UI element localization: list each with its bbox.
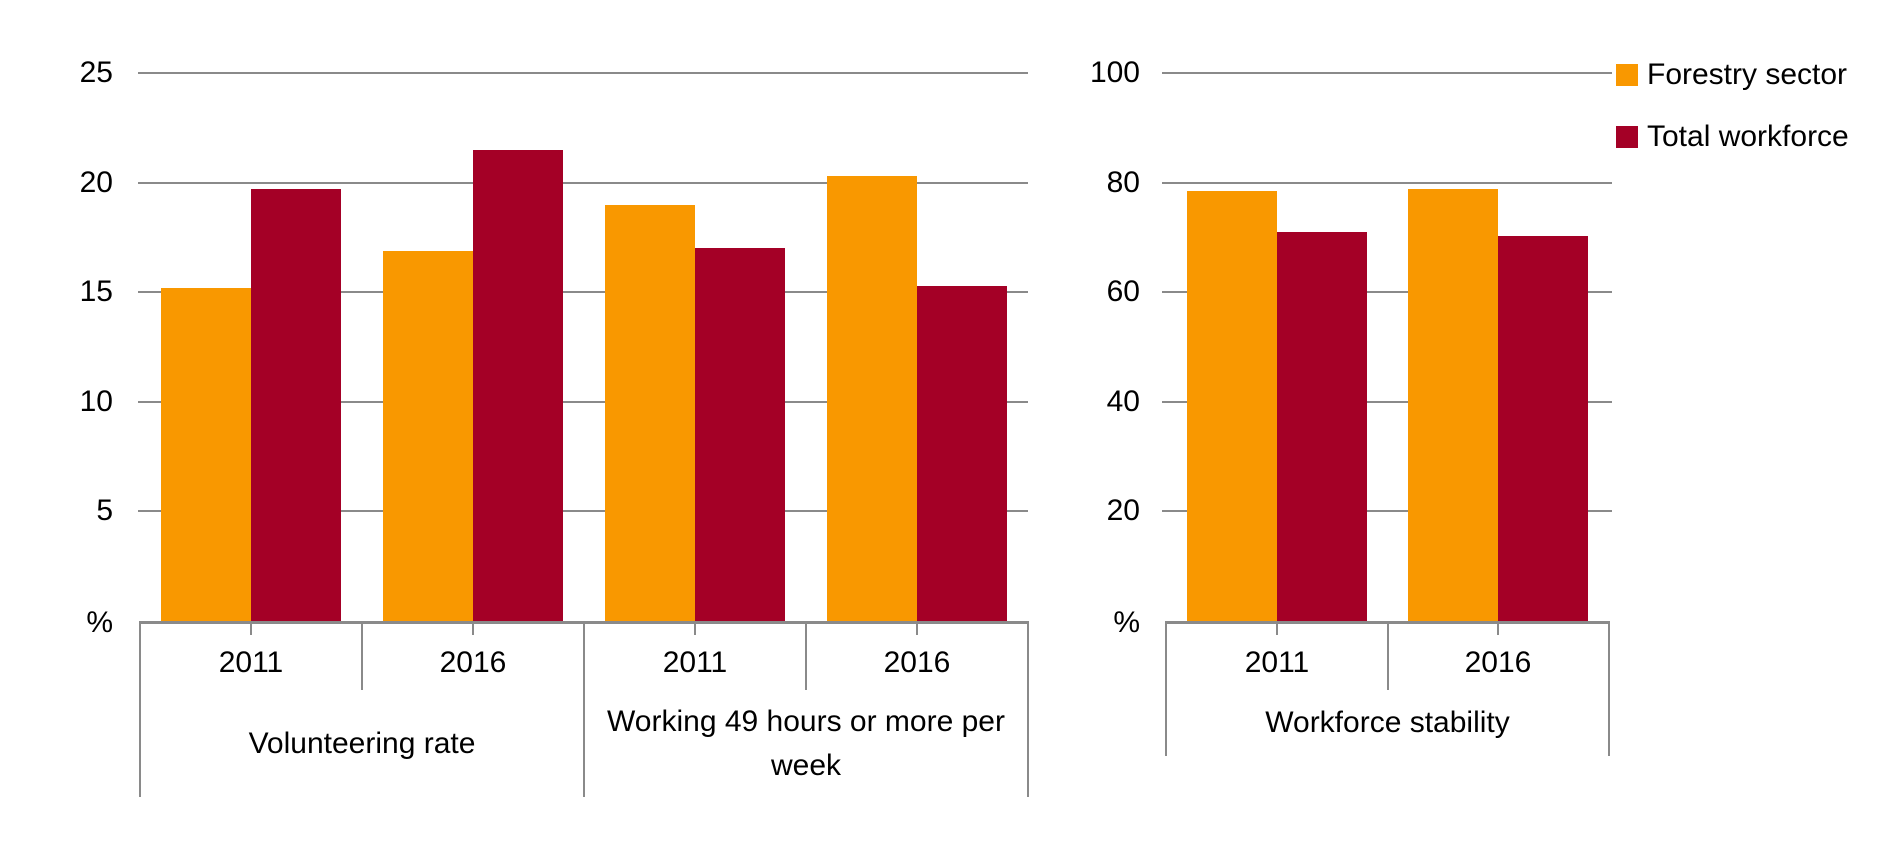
- y-axis-tick-label: 20: [1106, 494, 1140, 527]
- bar-forestry-sector-working-49-hours-or-more-per-week-2011: [605, 205, 695, 621]
- gridline-y-40: [1162, 401, 1612, 403]
- y-axis-tick-label: 100: [1089, 56, 1140, 89]
- category-table-right-border: [1027, 621, 1029, 797]
- category-center-tick: [694, 623, 696, 635]
- bar-total-workforce-volunteering-rate-2016: [473, 150, 563, 621]
- gridline-y-100: [1162, 72, 1612, 74]
- bar-total-workforce-volunteering-rate-2011: [251, 189, 341, 621]
- x-category-label-2011: 2011: [1244, 646, 1310, 679]
- gridline-y-5: [138, 510, 1028, 512]
- category-center-tick: [1497, 623, 1499, 635]
- legend-label-forestry-sector: Forestry sector: [1647, 58, 1848, 91]
- legend-label-total-workforce: Total workforce: [1647, 120, 1849, 153]
- x-category-label-2011: 2011: [662, 646, 728, 679]
- x-category-label-2011: 2011: [218, 646, 284, 679]
- gridline-y-25: [138, 72, 1028, 74]
- gridline-y-20: [138, 182, 1028, 184]
- category-table-left-border: [1165, 621, 1167, 756]
- y-axis-unit-label: %: [86, 606, 113, 639]
- x-category-label-2016: 2016: [439, 646, 507, 679]
- bar-total-workforce-workforce-stability-2016: [1498, 236, 1588, 621]
- bar-forestry-sector-working-49-hours-or-more-per-week-2016: [827, 176, 917, 621]
- gridline-y-10: [138, 401, 1028, 403]
- x-category-label-2016: 2016: [883, 646, 951, 679]
- y-axis-tick-label: 25: [79, 56, 113, 89]
- y-axis-tick-label: 15: [79, 275, 113, 308]
- bar-total-workforce-working-49-hours-or-more-per-week-2016: [917, 286, 1007, 621]
- x-category-label-2016: 2016: [1464, 646, 1532, 679]
- bar-forestry-sector-volunteering-rate-2011: [161, 288, 251, 621]
- gridline-y-80: [1162, 182, 1612, 184]
- y-axis-unit-label: %: [1113, 606, 1140, 639]
- bar-total-workforce-working-49-hours-or-more-per-week-2011: [695, 248, 785, 621]
- year-separator-line: [1387, 621, 1389, 690]
- gridline-y-20: [1162, 510, 1612, 512]
- y-axis-tick-label: 40: [1106, 385, 1140, 418]
- x-group-label-volunteering-rate: Volunteering rate: [248, 726, 476, 760]
- bar-forestry-sector-workforce-stability-2011: [1187, 191, 1277, 621]
- category-center-tick: [1276, 623, 1278, 635]
- category-table-right-border: [1608, 621, 1610, 756]
- group-separator-line: [583, 621, 585, 797]
- legend-item-total-workforce: Total workforce: [1616, 122, 1849, 152]
- y-axis-tick-label: 60: [1106, 275, 1140, 308]
- y-axis-tick-label: 10: [79, 385, 113, 418]
- category-center-tick: [916, 623, 918, 635]
- bar-forestry-sector-workforce-stability-2016: [1408, 189, 1498, 621]
- bar-forestry-sector-volunteering-rate-2016: [383, 251, 473, 621]
- x-group-label-working-49-hours-or-more-per-week: Working 49 hours or more per week: [607, 704, 1005, 782]
- bar-total-workforce-workforce-stability-2011: [1277, 232, 1367, 621]
- forestry-sector-swatch-icon: [1616, 64, 1638, 86]
- y-axis-tick-label: 20: [79, 166, 113, 199]
- category-center-tick: [250, 623, 252, 635]
- category-center-tick: [472, 623, 474, 635]
- year-separator-line: [805, 621, 807, 690]
- legend-item-forestry-sector: Forestry sector: [1616, 60, 1847, 90]
- x-group-label-workforce-stability: Workforce stability: [1265, 706, 1510, 739]
- gridline-y-15: [138, 291, 1028, 293]
- y-axis-tick-label: 80: [1106, 166, 1140, 199]
- year-separator-line: [361, 621, 363, 690]
- total-workforce-swatch-icon: [1616, 126, 1638, 148]
- gridline-y-60: [1162, 291, 1612, 293]
- category-table-left-border: [139, 621, 141, 797]
- y-axis-tick-label: 5: [96, 494, 113, 527]
